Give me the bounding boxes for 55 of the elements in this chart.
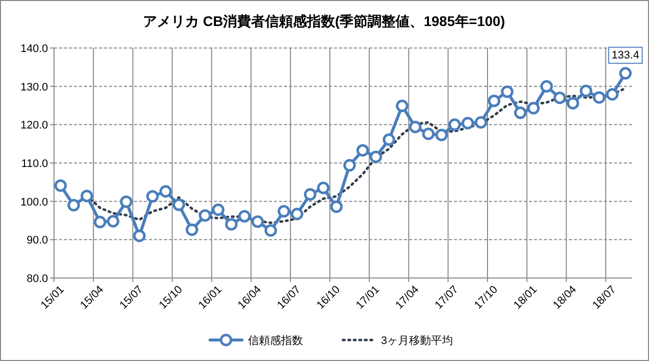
legend-label: 信頼感指数 (248, 334, 303, 347)
point (409, 120, 422, 134)
point (304, 188, 316, 201)
y-tick-label: 80.0 (26, 273, 48, 285)
point (94, 216, 106, 228)
point (264, 224, 277, 237)
point (527, 102, 540, 114)
point (514, 106, 527, 120)
point (133, 230, 146, 242)
point (606, 88, 619, 101)
point (343, 159, 356, 172)
chart-title: アメリカ CB消費者信頼感指数(季節調整値、1985年=100) (142, 13, 506, 29)
point (212, 204, 224, 216)
point (225, 218, 238, 231)
point (500, 85, 514, 98)
legend-label: 3ヶ月移動平均 (381, 335, 454, 347)
y-tick-label: 100.0 (20, 196, 48, 208)
point (540, 80, 553, 93)
point (435, 128, 448, 142)
point (159, 185, 172, 198)
data-label: 133.4 (612, 49, 640, 62)
point (422, 128, 435, 140)
point (554, 92, 566, 104)
point (592, 91, 606, 104)
point (146, 190, 159, 203)
point (198, 209, 212, 222)
point (238, 210, 251, 223)
y-tick-label: 110.0 (21, 158, 48, 170)
point (186, 223, 198, 236)
point (462, 116, 474, 130)
point (330, 200, 343, 213)
point (251, 215, 264, 228)
point (67, 198, 80, 212)
point (619, 67, 632, 80)
point (580, 84, 592, 98)
point (356, 144, 369, 157)
point (80, 190, 94, 202)
point (106, 215, 120, 228)
point (54, 179, 67, 192)
y-tick-label: 120.0 (20, 120, 48, 132)
point (448, 118, 461, 131)
point (278, 205, 290, 218)
point (290, 208, 304, 220)
point (370, 150, 382, 164)
y-tick-label: 90.0 (26, 234, 48, 247)
point (172, 198, 186, 212)
point (396, 100, 408, 112)
point (382, 133, 396, 146)
point (120, 195, 132, 208)
y-tick-label: 140.0 (20, 43, 48, 55)
point (566, 96, 580, 110)
point (317, 182, 330, 194)
point (488, 94, 500, 108)
y-tick-label: 130.0 (20, 81, 48, 94)
point (474, 116, 488, 129)
